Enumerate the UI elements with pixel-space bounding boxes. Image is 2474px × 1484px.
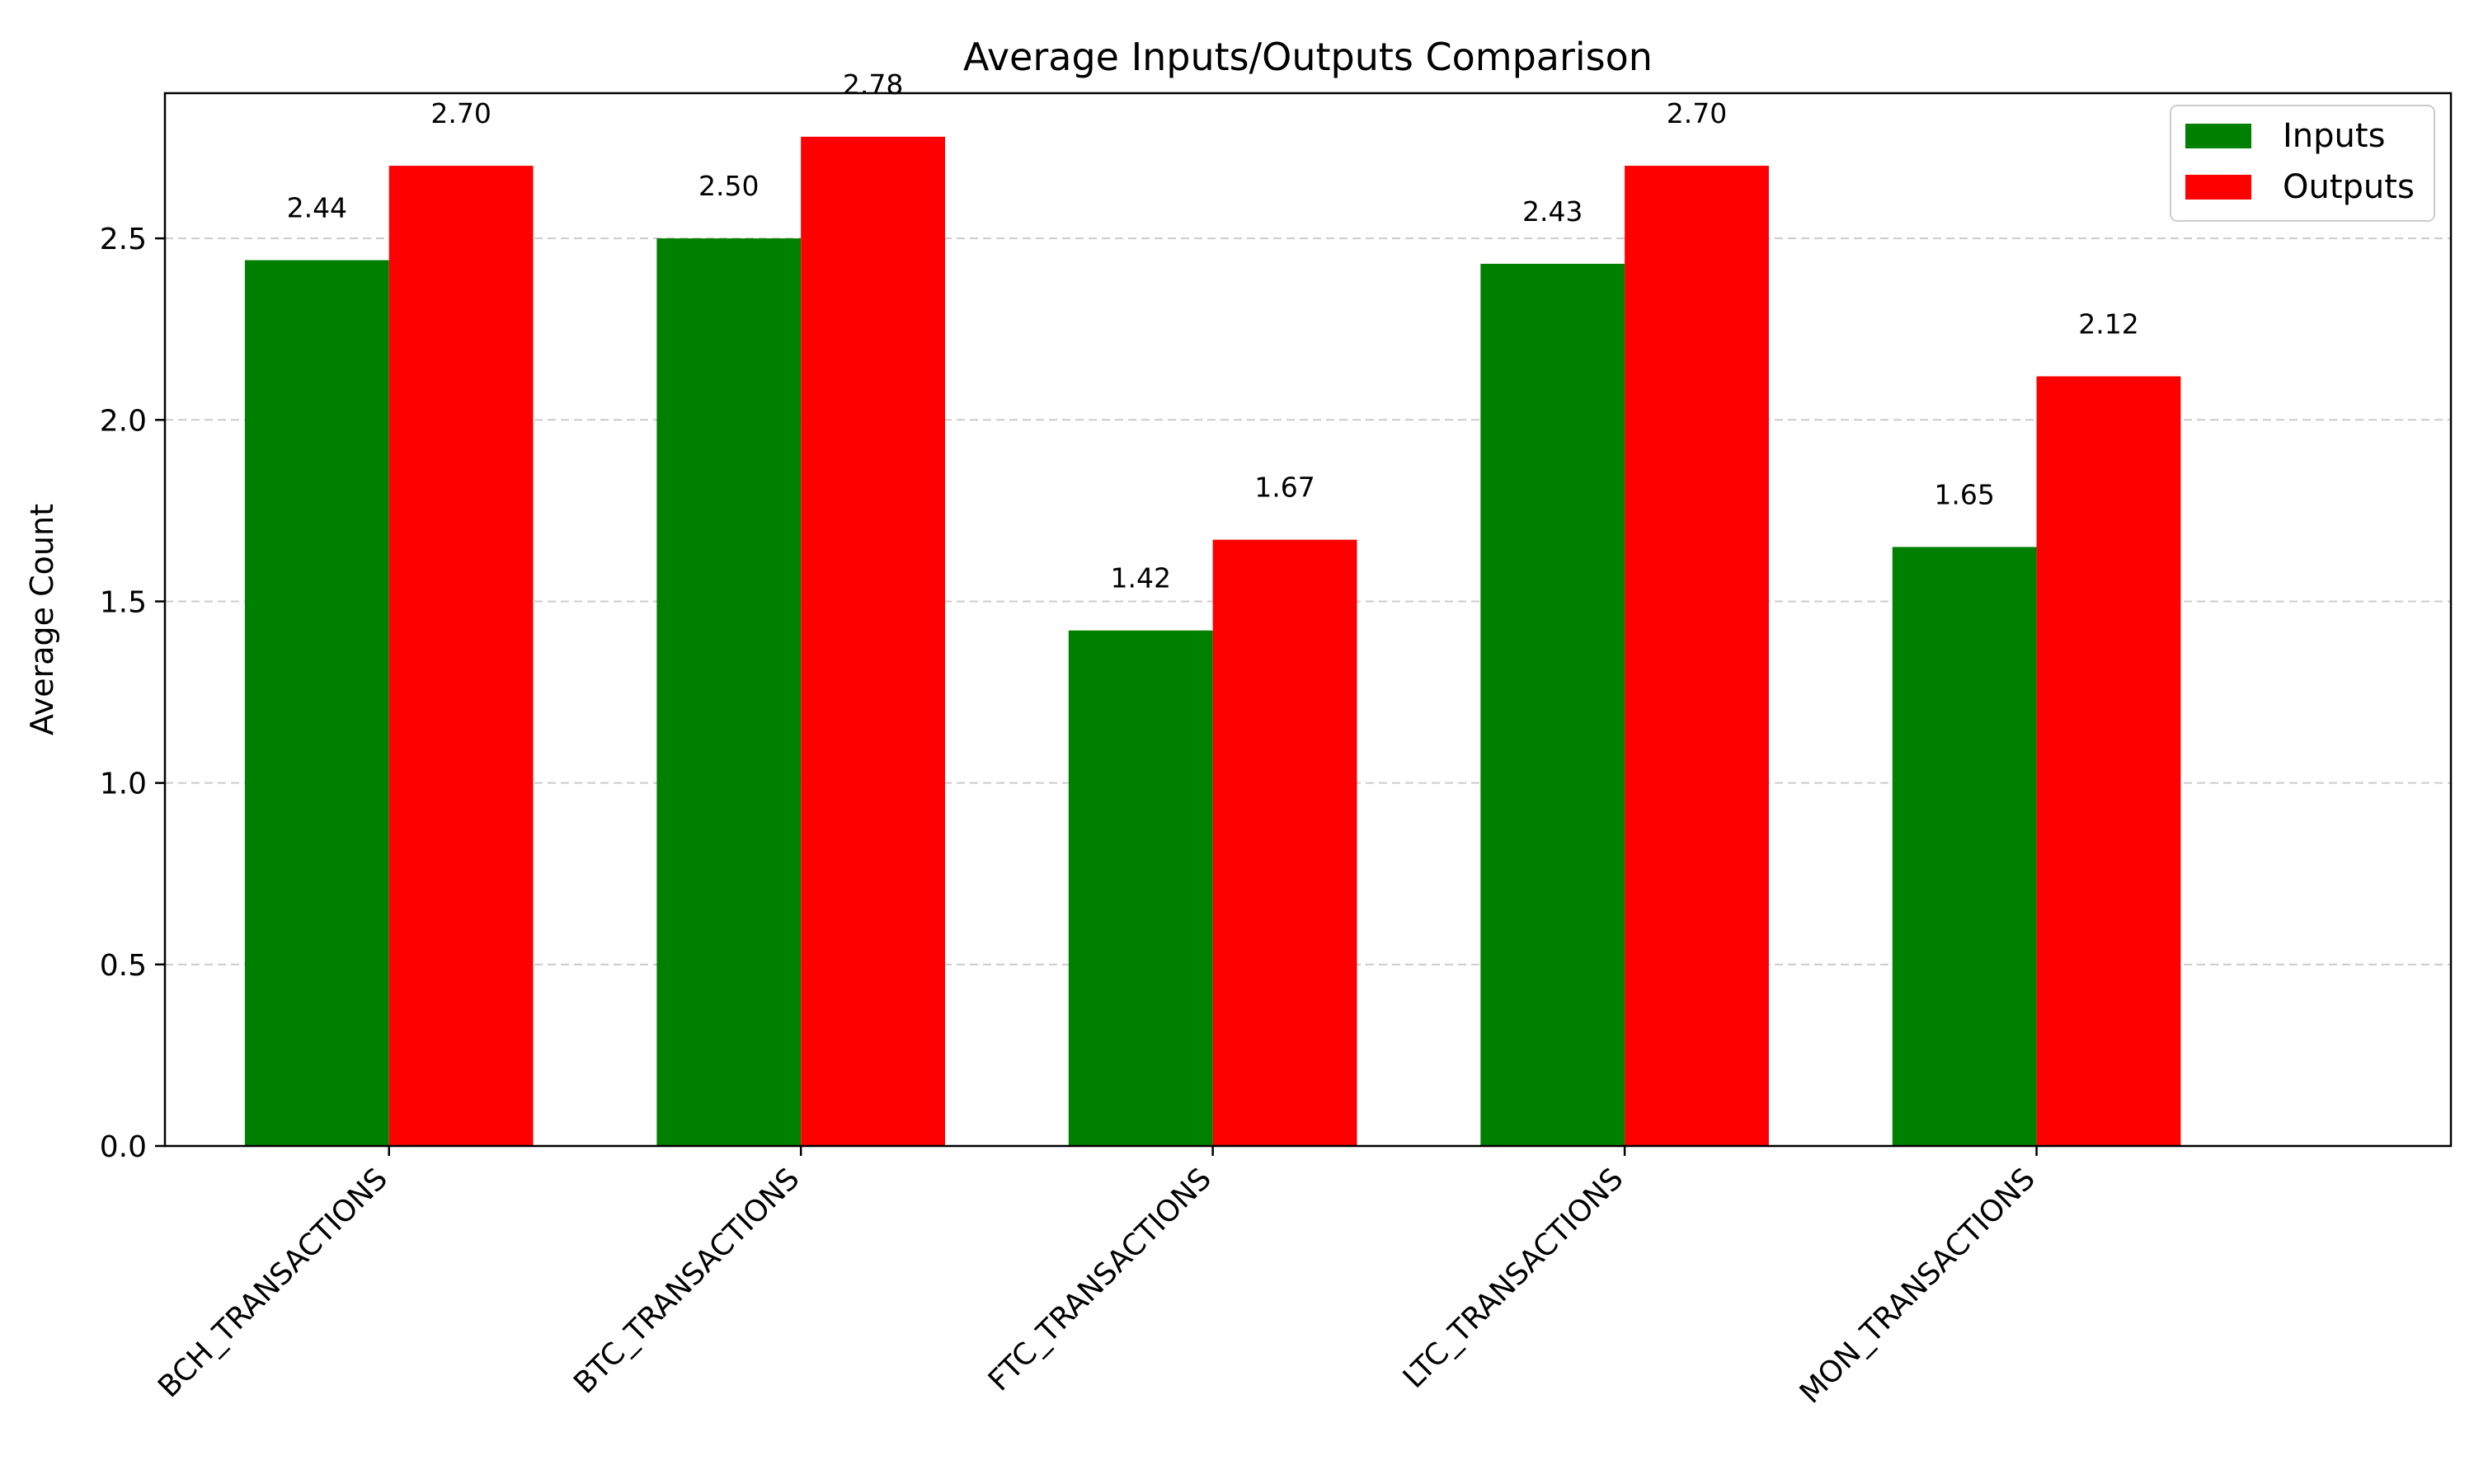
y-tick-label: 0.5	[100, 949, 147, 983]
bar-inputs	[1892, 547, 2037, 1146]
y-tick-label: 0.0	[100, 1130, 147, 1164]
legend-swatch-outputs	[2185, 175, 2251, 200]
legend-label: Inputs	[2283, 117, 2385, 155]
plot-frame	[163, 92, 2453, 1148]
y-tick-label: 2.5	[100, 223, 147, 256]
bar-outputs	[388, 166, 534, 1146]
bar-value-label: 2.70	[430, 97, 491, 129]
bar-value-label: 1.67	[1254, 472, 1315, 504]
bar-value-label: 2.44	[287, 192, 347, 224]
bar-inputs	[1068, 630, 1213, 1146]
bars	[244, 136, 2181, 1147]
bar-value-label: 2.12	[2078, 308, 2138, 340]
bar-outputs	[2036, 376, 2181, 1146]
y-tick-label: 2.0	[100, 404, 147, 438]
bar-inputs	[244, 260, 389, 1147]
bar-value-label: 2.78	[843, 68, 903, 101]
y-axis-title: Average Count	[24, 504, 60, 735]
bar-inputs	[656, 238, 802, 1146]
bar-value-label: 1.65	[1934, 478, 1994, 510]
legend: Inputs Outputs	[2170, 105, 2435, 222]
bar-labels: 2.44 2.70 2.50 2.78 1.42 1.67 2.43 2.70 1.65 2.12	[287, 68, 2139, 594]
y-axis: 0.0 0.5 1.0 1.5 2.0 2.5	[100, 223, 165, 1164]
y-tick-label: 1.0	[100, 768, 147, 801]
chart-title: Average Inputs/Outputs Comparison	[963, 35, 1653, 79]
y-tick-label: 1.5	[100, 585, 147, 619]
bar-value-label: 1.42	[1111, 562, 1171, 594]
legend-label: Outputs	[2283, 168, 2415, 206]
bar-outputs	[801, 136, 945, 1146]
bar-inputs	[1480, 263, 1625, 1147]
bar-value-label: 2.50	[698, 170, 759, 202]
bar-outputs	[1212, 539, 1357, 1146]
legend-swatch-inputs	[2185, 124, 2251, 148]
bar-value-label: 2.43	[1522, 195, 1583, 228]
bar-outputs	[1625, 166, 1769, 1146]
bar-value-label: 2.70	[1667, 97, 1727, 129]
